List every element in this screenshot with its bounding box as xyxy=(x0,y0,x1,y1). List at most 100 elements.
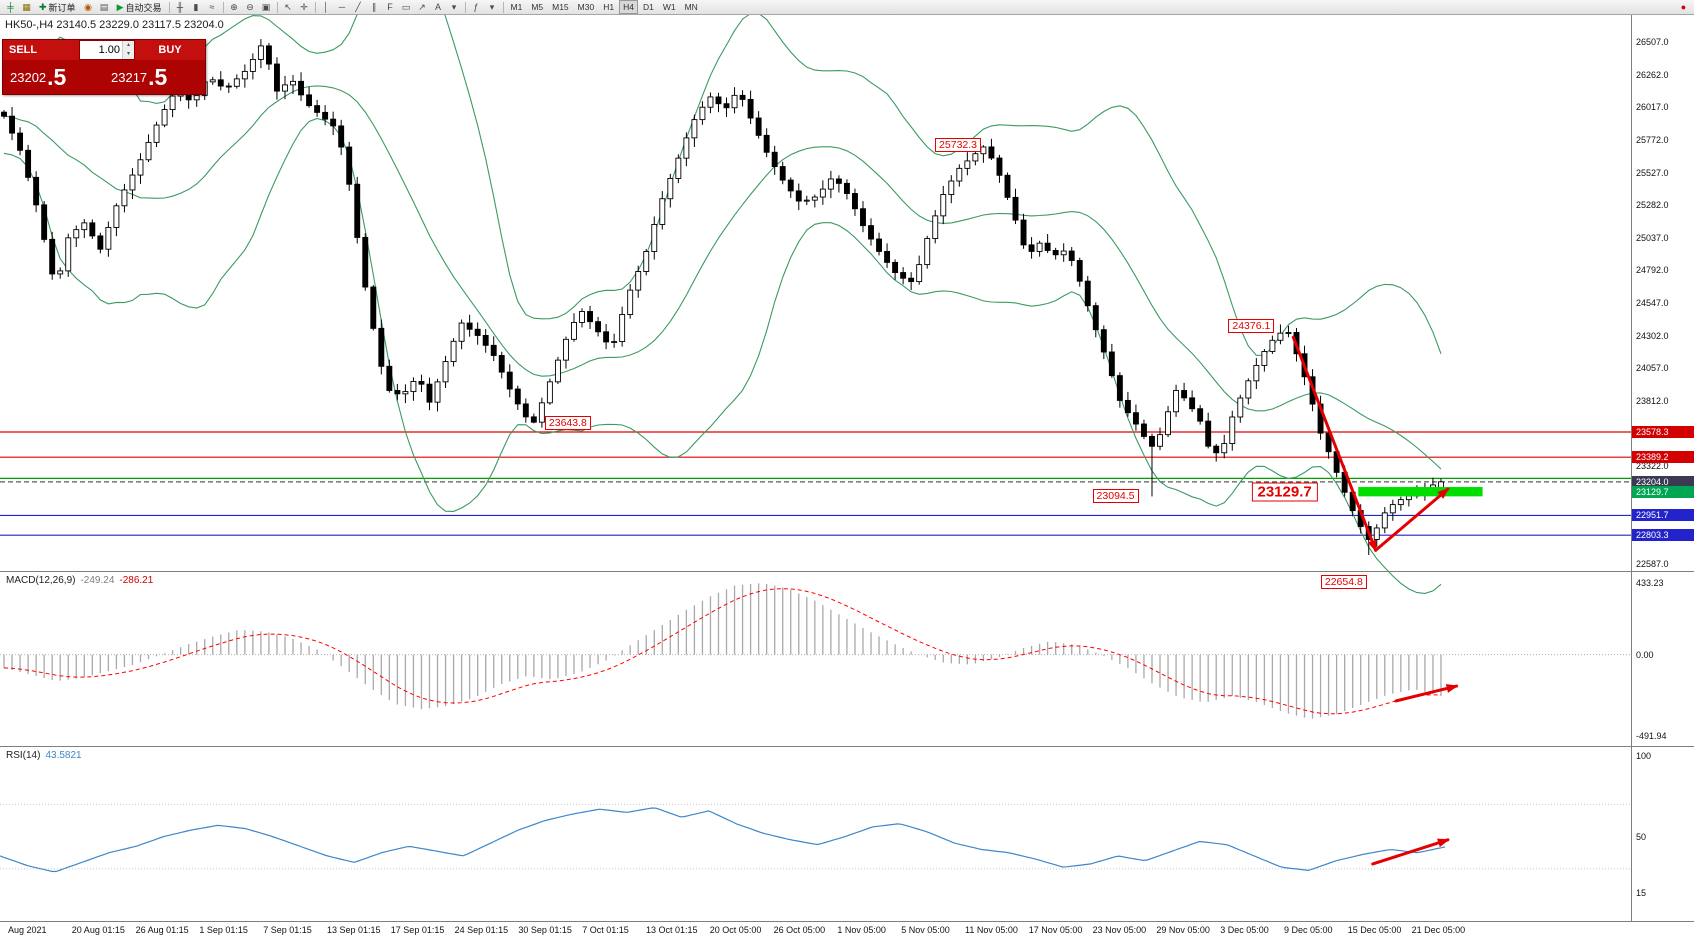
connection-status-icon[interactable]: ● xyxy=(1680,2,1687,12)
channel-icon[interactable]: ∥ xyxy=(367,1,382,14)
toolbar-separator xyxy=(314,1,316,13)
buy-button[interactable]: BUY xyxy=(135,40,205,60)
timeframe-w1[interactable]: W1 xyxy=(662,2,676,12)
time-axis-label: 13 Oct 01:15 xyxy=(646,925,698,935)
trendline-icon[interactable]: ╱ xyxy=(351,1,366,14)
time-axis-labels: Aug 2021 20 Aug 01:15 26 Aug 01:15 1 Sep 01… xyxy=(0,922,1631,939)
rsi-indicator-panel[interactable] xyxy=(0,746,1694,921)
shapes-icon: ▭ xyxy=(401,1,411,12)
macd-name: MACD(12,26,9) xyxy=(6,575,76,586)
autotrade-button-label: 自动交易 xyxy=(125,2,162,13)
dropdown-caret: ▾ xyxy=(489,1,495,12)
time-axis-label: 17 Sep 01:15 xyxy=(390,925,445,935)
volume-input[interactable]: 1.00 ▴ ▾ xyxy=(79,40,135,60)
zoom-in-icon[interactable]: ⊕ xyxy=(227,1,242,14)
crosshair-icon[interactable]: ✛ xyxy=(297,1,312,14)
time-axis-label: 9 Dec 05:00 xyxy=(1284,925,1333,935)
timeframe-mn[interactable]: MN xyxy=(684,2,698,12)
chart-candles-icon: ▮ xyxy=(193,1,199,12)
rsi-axis-tick: 50 xyxy=(1636,831,1647,842)
text-tool-icon[interactable]: A xyxy=(431,1,446,14)
horizontal-line-icon: ─ xyxy=(338,2,346,12)
price-annotation[interactable]: 23094.5 xyxy=(1092,489,1139,504)
vertical-line-icon[interactable]: │ xyxy=(319,1,334,14)
toolbar-separator xyxy=(464,1,466,13)
one-click-trade-panel[interactable]: SELL 1.00 ▴ ▾ BUY 23202.5 23217.5 xyxy=(2,39,206,95)
profiles-icon[interactable]: ▦ xyxy=(19,1,34,14)
timeframe-m15[interactable]: M15 xyxy=(552,2,569,12)
timeframe-h1[interactable]: H1 xyxy=(603,2,615,12)
price-axis-tick: 25282.0 xyxy=(1636,200,1669,211)
shapes-icon[interactable]: ▭ xyxy=(399,1,414,14)
chart-line-icon[interactable]: ≈ xyxy=(205,1,220,14)
time-axis-label: 26 Aug 01:15 xyxy=(135,925,189,935)
volume-value[interactable]: 1.00 xyxy=(98,44,120,56)
rsi-axis-tick: 15 xyxy=(1636,888,1647,898)
autotrade-button[interactable]: ▶ 自动交易 xyxy=(113,1,166,14)
price-annotation[interactable]: 23129.7 xyxy=(1251,482,1318,502)
text-tool-icon: A xyxy=(434,2,441,12)
time-axis-label: 11 Nov 05:00 xyxy=(965,925,1018,935)
toolbar-separator xyxy=(276,1,278,13)
chart-bars-icon[interactable]: ╫ xyxy=(173,1,188,14)
arrow-tool-icon: ↗ xyxy=(418,1,426,12)
price-axis[interactable]: 26507.0 26262.0 26017.0 25772.0 25527.0 25282… xyxy=(1631,15,1694,921)
rsi-axis-tick: 100 xyxy=(1636,751,1652,761)
horizontal-line-icon[interactable]: ─ xyxy=(335,1,350,14)
zoom-out-icon[interactable]: ⊖ xyxy=(243,1,258,14)
zoom-out-icon: ⊖ xyxy=(246,1,254,12)
price-axis-tick: 23322.0 xyxy=(1636,461,1669,472)
time-axis-label: 17 Nov 05:00 xyxy=(1028,925,1083,935)
sell-price-pips: .5 xyxy=(47,63,67,90)
tile-windows-icon[interactable]: ▣ xyxy=(259,1,274,14)
sell-price[interactable]: 23202.5 xyxy=(3,60,104,94)
price-axis-tick: 24547.0 xyxy=(1636,298,1669,308)
autotrade-button: ▶ xyxy=(116,1,124,12)
timeframe-d1[interactable]: D1 xyxy=(642,2,654,12)
time-axis-label: 20 Aug 01:15 xyxy=(71,925,125,935)
price-tag: 23389.2 xyxy=(1632,451,1694,464)
rsi-name: RSI(14) xyxy=(6,750,41,761)
vertical-line-icon: │ xyxy=(323,2,329,12)
dropdown-caret[interactable]: ▾ xyxy=(447,1,462,14)
price-tag: 23204.0 xyxy=(1632,475,1694,488)
price-annotation[interactable]: 23643.8 xyxy=(544,416,591,431)
price-annotation[interactable]: 24376.1 xyxy=(1228,318,1275,333)
indicators-icon[interactable]: ƒ xyxy=(469,1,484,14)
new-order-button[interactable]: ✚ 新订单 xyxy=(35,1,80,14)
volume-decrease-button[interactable]: ▾ xyxy=(123,50,134,59)
zoom-in-icon: ⊕ xyxy=(230,1,238,12)
chart-annotations-layer: 25732.3 24376.1 23643.8 23094.5 23129.7 22654… xyxy=(544,138,1367,590)
buy-price[interactable]: 23217.5 xyxy=(104,60,205,94)
new-chart-icon[interactable]: ╪ xyxy=(3,1,18,14)
timeframe-m5[interactable]: M5 xyxy=(531,2,544,12)
dropdown-caret[interactable]: ▾ xyxy=(485,1,500,14)
alerts-icon: ◉ xyxy=(84,1,92,12)
chart-bars-icon: ╫ xyxy=(176,2,184,12)
fibonacci-icon[interactable]: F xyxy=(383,1,398,14)
timeframe-h4[interactable]: H4 xyxy=(619,0,638,14)
price-chart-canvas[interactable] xyxy=(0,0,1631,939)
volume-increase-button[interactable]: ▴ xyxy=(123,41,134,50)
price-axis-tick: 22587.0 xyxy=(1636,559,1669,569)
price-annotation[interactable]: 22654.8 xyxy=(1320,575,1367,590)
sell-button-label: SELL xyxy=(9,44,38,56)
buy-price-main: 23217 xyxy=(111,69,148,85)
fibonacci-icon: F xyxy=(387,2,393,12)
time-axis-label: 24 Sep 01:15 xyxy=(454,925,509,935)
market-watch-icon[interactable]: ▤ xyxy=(97,1,112,14)
price-axis-tick: 26262.0 xyxy=(1636,69,1669,80)
macd-indicator-panel[interactable] xyxy=(0,571,1694,746)
price-tag: 22951.7 xyxy=(1632,509,1694,522)
sell-button[interactable]: SELL xyxy=(3,40,79,60)
price-annotation[interactable]: 25732.3 xyxy=(935,138,982,153)
cursor-icon[interactable]: ↖ xyxy=(281,1,296,14)
macd-axis-tick: 0.00 xyxy=(1636,649,1654,660)
profiles-icon: ▦ xyxy=(22,1,31,12)
alerts-icon[interactable]: ◉ xyxy=(81,1,96,14)
time-axis-panel[interactable] xyxy=(0,921,1694,939)
timeframe-m30[interactable]: M30 xyxy=(577,2,595,12)
arrow-tool-icon[interactable]: ↗ xyxy=(415,1,430,14)
timeframe-m1[interactable]: M1 xyxy=(510,2,523,12)
chart-candles-icon[interactable]: ▮ xyxy=(189,1,204,14)
